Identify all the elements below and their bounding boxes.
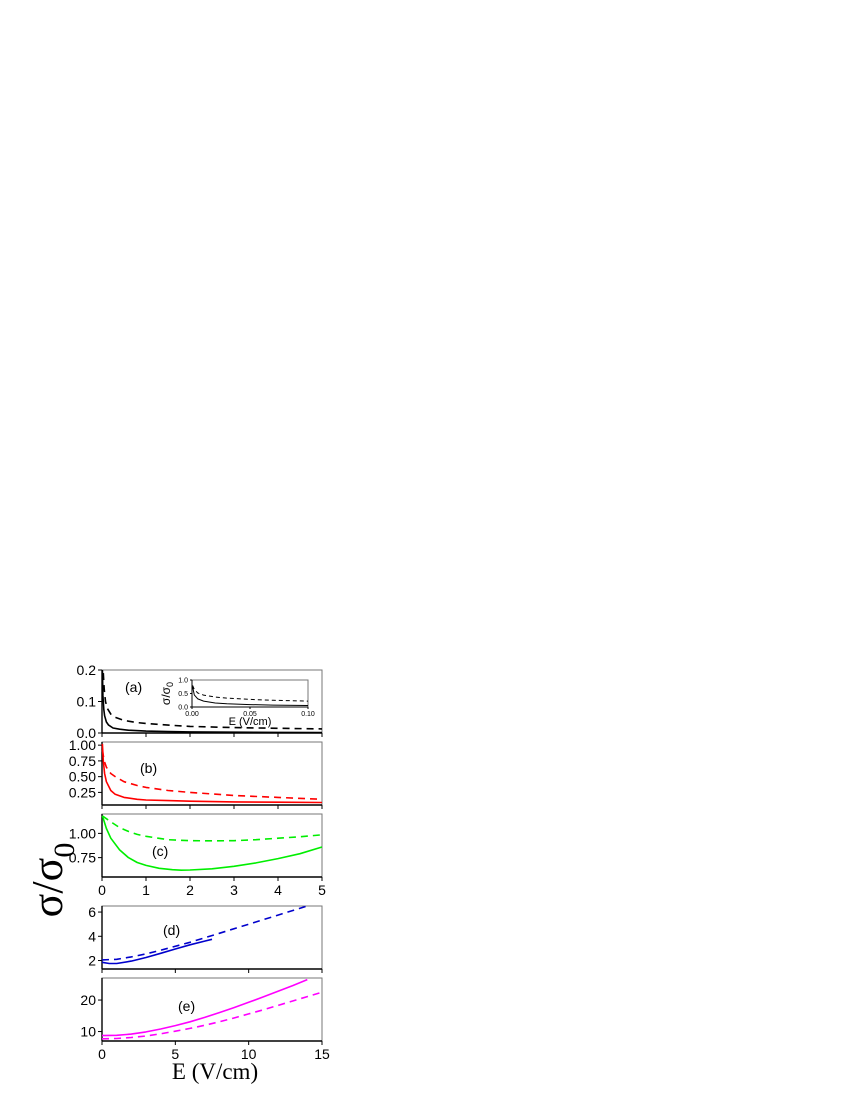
panel-a-label: (a)	[125, 679, 142, 695]
inset-x-tick-label: 0.05	[243, 711, 257, 718]
panel-e-y-tick-label: 20	[80, 992, 96, 1008]
panel-a-series-solid	[101, 669, 323, 734]
panel-d-label: (d)	[163, 922, 180, 938]
inset-y-tick-label: 0.5	[178, 691, 188, 698]
inset-y-tick-label: 1.0	[178, 678, 188, 685]
panel-e-x-tick-label: 15	[314, 1046, 330, 1062]
panel-d-y-tick-label: 6	[88, 904, 96, 920]
inset-y-axis-label-text: σ/σ	[159, 686, 173, 705]
panel-c-label: (c)	[152, 843, 168, 859]
panel-b-y-tick-label: 0.75	[69, 753, 96, 769]
inset-y-tick-label: 0.0	[178, 705, 188, 712]
panel-c-y-tick-label: 1.00	[69, 825, 96, 841]
panel-c-x-tick-label: 1	[142, 882, 150, 898]
panel-c-y-tick-label: 0.75	[69, 850, 96, 866]
panel-c-x-tick-label: 0	[98, 882, 106, 898]
inset-x-axis-label: E (V/cm)	[229, 716, 272, 728]
panel-c: 0.75 1.00 0 1 2 3 4 5 (c)	[69, 813, 326, 898]
panel-d-series-solid	[101, 938, 213, 965]
panel-b-series-solid	[101, 743, 323, 804]
panel-e-y-tick-label: 10	[80, 1024, 96, 1040]
inset-y-axis-label-subscript: 0	[165, 682, 175, 687]
inset-x-tick-label: 0.10	[301, 711, 315, 718]
inset-y-axis-label: σ/σ0	[159, 682, 175, 705]
panel-e-x-tick-label: 10	[241, 1046, 257, 1062]
panel-e: 10 20 0 5 10 15 (e)	[80, 977, 330, 1062]
panel-d-y-tick-label: 4	[88, 928, 96, 944]
panel-a-y-tick-label: 0.0	[77, 725, 97, 741]
panel-b-frame	[101, 741, 323, 806]
panel-e-x-tick-label: 0	[98, 1046, 106, 1062]
panel-a-inset: 0.0 0.5 1.0 0.00 0.05 0.10 E (V/cm) σ/σ0	[159, 678, 315, 728]
panel-c-x-tick-label: 5	[318, 882, 326, 898]
panel-c-x-tick-label: 4	[274, 882, 282, 898]
panel-c-series-solid	[101, 815, 323, 872]
global-y-axis-label-subscript: 0	[48, 843, 81, 858]
panel-a-series-dashed	[102, 673, 323, 730]
panel-d: 2 4 6 (d)	[88, 904, 323, 973]
panel-b-y-tick-label: 0.50	[69, 769, 96, 785]
panel-a-y-tick-label: 0.2	[77, 662, 97, 678]
panel-e-x-tick-label: 5	[171, 1046, 179, 1062]
panel-e-series-solid	[101, 978, 308, 1037]
panel-a: 0.0 0.1 0.2 (a) 0.0 0.5 1.0 0.00 0.05 0.10 E (V/cm…	[77, 662, 323, 741]
panel-b-label: (b)	[140, 760, 157, 776]
inset-x-tick-label: 0.00	[185, 711, 199, 718]
lower-x-axis-label: E (V/cm)	[172, 1059, 258, 1084]
inset-series-solid	[192, 686, 309, 706]
panel-c-x-tick-label: 3	[230, 882, 238, 898]
panel-b: 0.250.500.751.00 (b)	[69, 737, 323, 809]
panel-b-y-tick-label: 1.00	[69, 737, 96, 753]
panel-d-series-dashed	[101, 905, 308, 961]
inset-series-dashed	[192, 685, 309, 702]
panel-b-y-tick-label: 0.25	[69, 784, 96, 800]
panels-group: 0.0 0.1 0.2 (a) 0.0 0.5 1.0 0.00 0.05 0.10 E (V/cm…	[69, 662, 330, 1062]
panel-c-frame	[101, 813, 323, 878]
panel-e-label: (e)	[178, 998, 195, 1014]
panel-e-series-dashed	[101, 991, 323, 1040]
panel-a-y-tick-label: 0.1	[77, 694, 97, 710]
panel-d-y-tick-label: 2	[88, 953, 96, 969]
inset-background	[192, 680, 308, 707]
panel-c-series-dashed	[101, 815, 323, 842]
panel-c-x-tick-label: 2	[186, 882, 194, 898]
panel-b-series-dashed	[101, 750, 323, 801]
global-y-axis-label: σ/σ0	[23, 843, 81, 918]
